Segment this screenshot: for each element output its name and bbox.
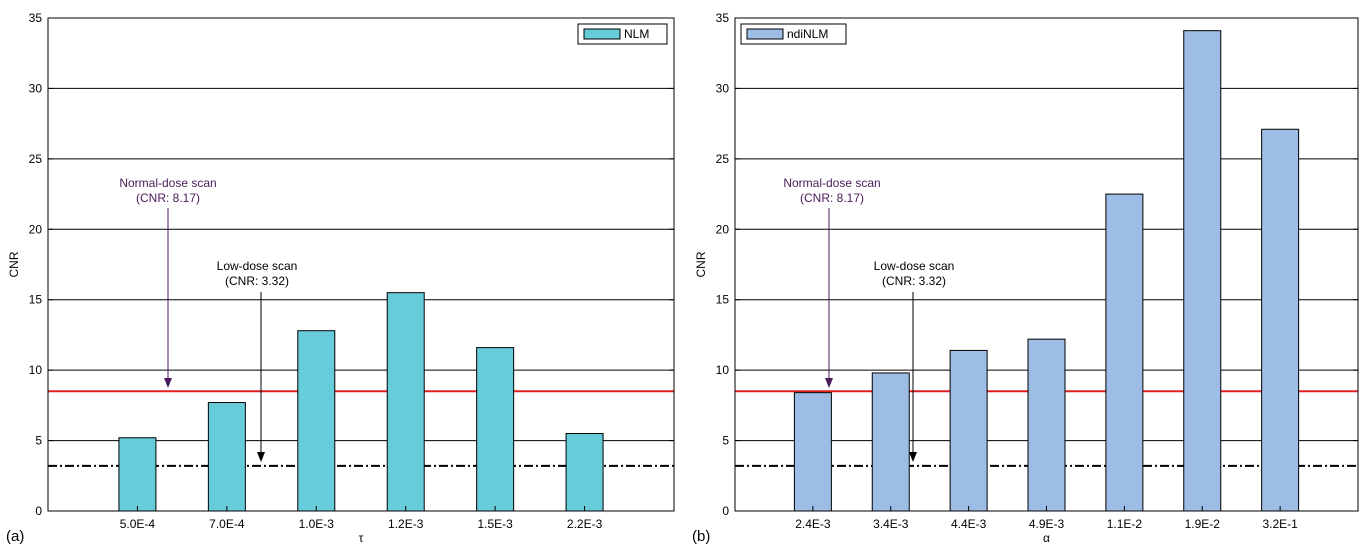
annotation-text: (CNR: 3.32) (882, 274, 946, 288)
x-axis-label: α (1043, 531, 1050, 545)
x-tick-label: 2.4E-3 (795, 517, 831, 531)
y-tick-label: 20 (29, 222, 43, 236)
annotation-text: (CNR: 3.32) (225, 274, 289, 288)
panel-label: (b) (692, 528, 710, 545)
annotation-arrow-head (909, 452, 917, 462)
y-tick-label: 25 (716, 152, 730, 166)
annotation-text: Low-dose scan (874, 259, 955, 273)
y-tick-label: 35 (29, 11, 43, 25)
x-tick-label: 1.0E-3 (299, 517, 335, 531)
bar (1027, 338, 1066, 512)
legend: ndiNLM (740, 23, 847, 45)
annotation-arrow-head (164, 378, 172, 388)
bar (1105, 193, 1144, 512)
legend-label: ndiNLM (787, 27, 828, 41)
bar (793, 392, 832, 512)
annotation-text: Low-dose scan (217, 259, 298, 273)
annotation-text: Normal-dose scan (119, 176, 216, 190)
y-tick-label: 5 (35, 434, 42, 448)
y-tick-label: 30 (29, 81, 43, 95)
bar (118, 437, 157, 512)
x-tick-label: 1.1E-2 (1107, 517, 1143, 531)
panel-a: 0 5 10 15 20 25 30 35 5.0E-4 7.0E-4 1.0E-3 1.2E-3 1.… (6, 11, 675, 545)
bar (871, 372, 910, 512)
annotation-text: (CNR: 8.17) (800, 191, 864, 205)
legend-label: NLM (624, 27, 649, 41)
bar (565, 433, 604, 512)
x-tick-label: 3.2E-1 (1262, 517, 1298, 531)
y-tick-label: 20 (716, 222, 730, 236)
normal-dose-annotation: Normal-dose scan(CNR: 8.17) (119, 176, 217, 388)
bar (476, 347, 515, 512)
y-tick-label: 30 (716, 81, 730, 95)
annotation-text: Normal-dose scan (783, 176, 880, 190)
x-tick-label: 7.0E-4 (209, 517, 245, 531)
annotation-arrow-head (257, 452, 265, 462)
axes-frame (47, 17, 675, 512)
y-tick-label: 5 (722, 434, 729, 448)
annotation-text: (CNR: 8.17) (136, 191, 200, 205)
legend-swatch (583, 28, 621, 40)
y-tick-label: 0 (722, 504, 729, 518)
y-axis-label: CNR (7, 251, 21, 277)
y-tick-label: 15 (29, 293, 43, 307)
axes-frame (734, 17, 1359, 512)
legend: NLM (577, 23, 668, 45)
low-dose-annotation: Low-dose scan(CNR: 3.32) (217, 259, 298, 462)
panel-b: 0 5 10 15 20 25 30 35 2.4E-3 3.4E-3 4.4E-3 4.9E-3 1.… (692, 11, 1359, 545)
normal-dose-annotation: Normal-dose scan(CNR: 8.17) (783, 176, 881, 388)
bar (386, 292, 425, 512)
x-tick-label: 1.5E-3 (477, 517, 513, 531)
y-tick-label: 10 (716, 363, 730, 377)
low-dose-annotation: Low-dose scan(CNR: 3.32) (874, 259, 955, 462)
x-axis-label: τ (359, 531, 364, 545)
bar (949, 349, 988, 512)
y-tick-label: 15 (716, 293, 730, 307)
x-tick-label: 1.9E-2 (1185, 517, 1221, 531)
bar (297, 330, 336, 512)
bar (1261, 128, 1300, 512)
legend-swatch (746, 28, 784, 40)
panel-label: (a) (6, 528, 24, 545)
y-axis-label: CNR (694, 251, 708, 277)
bar (1183, 30, 1222, 512)
y-tick-label: 0 (35, 504, 42, 518)
y-tick-label: 10 (29, 363, 43, 377)
x-tick-label: 5.0E-4 (120, 517, 156, 531)
x-tick-label: 3.4E-3 (873, 517, 909, 531)
x-tick-label: 4.4E-3 (951, 517, 987, 531)
bar (207, 402, 246, 512)
x-tick-label: 2.2E-3 (567, 517, 603, 531)
x-tick-label: 1.2E-3 (388, 517, 424, 531)
y-tick-label: 25 (29, 152, 43, 166)
annotation-arrow-head (825, 378, 833, 388)
y-tick-label: 35 (716, 11, 730, 25)
x-tick-label: 4.9E-3 (1029, 517, 1065, 531)
